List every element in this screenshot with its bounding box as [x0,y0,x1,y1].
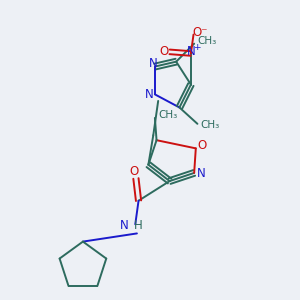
Text: CH₃: CH₃ [158,110,177,120]
Text: O⁻: O⁻ [192,26,208,39]
Text: O: O [198,139,207,152]
Text: +: + [193,43,200,52]
Text: H: H [134,219,143,232]
Text: N: N [145,88,153,101]
Text: N: N [120,219,129,232]
Text: N: N [187,45,195,58]
Text: CH₃: CH₃ [197,36,217,46]
Text: O: O [130,165,139,178]
Text: CH₃: CH₃ [201,121,220,130]
Text: O: O [159,45,168,58]
Text: N: N [197,167,206,180]
Text: N: N [149,57,158,70]
